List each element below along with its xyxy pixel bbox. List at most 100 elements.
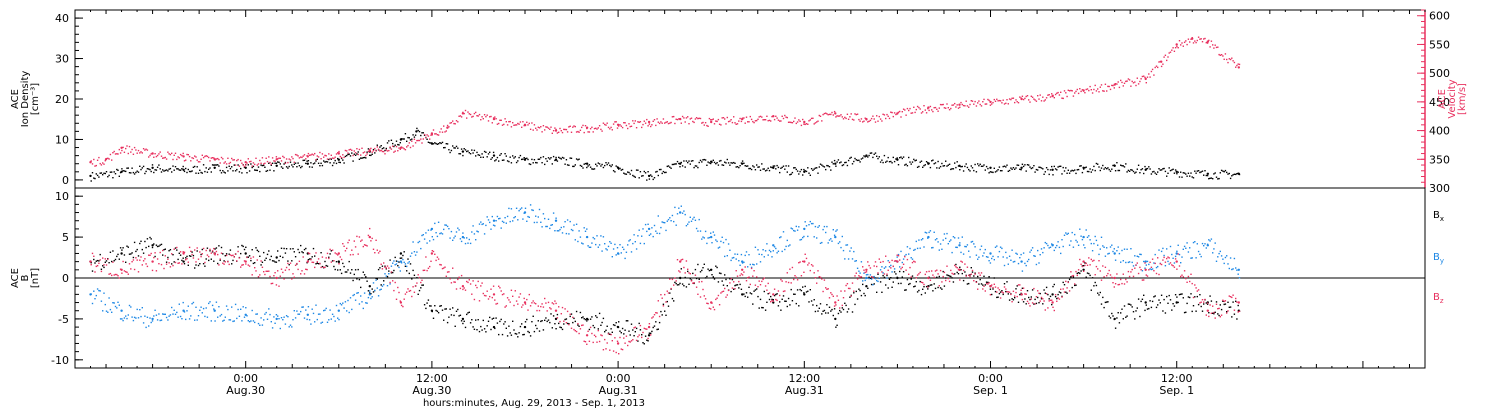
velocity-series-point — [461, 112, 465, 115]
density-series-point — [523, 158, 527, 161]
bx-series-point — [803, 293, 806, 296]
by-series-point — [368, 293, 371, 296]
by-series-point — [679, 211, 682, 214]
bx-series-point — [492, 325, 496, 329]
b-axis-tick-label: 10 — [55, 190, 69, 203]
bx-series-point — [120, 252, 123, 255]
velocity-series-point — [430, 132, 434, 135]
velocity-axis-tick-label: 300 — [1429, 182, 1450, 195]
bx-series — [89, 236, 1241, 345]
velocity-series-point — [89, 161, 92, 164]
bz-series-point — [741, 268, 744, 271]
by-series-point — [430, 227, 434, 231]
bz-series-point — [306, 260, 309, 263]
bz-series-point — [399, 301, 403, 304]
velocity-series-point — [1144, 77, 1147, 81]
density-series-point — [182, 168, 185, 171]
x-tick-date: Aug.30 — [412, 384, 451, 397]
density-axis-label-line: ACE — [10, 89, 21, 109]
bz-series-point — [1206, 309, 1210, 312]
x-tick-time: 0:00 — [978, 372, 1003, 385]
bz-series-point — [213, 252, 216, 255]
bz-series-point — [896, 260, 899, 263]
bz-series-point — [927, 276, 930, 280]
density-series-point — [834, 162, 837, 165]
velocity-series-point — [275, 158, 278, 161]
velocity-axis-tick-label: 550 — [1429, 38, 1450, 51]
by-series-point — [1206, 244, 1210, 247]
x-tick-date: Aug.31 — [599, 384, 638, 397]
bz-series-point — [1144, 268, 1147, 271]
by-series-point — [1082, 235, 1085, 239]
legend-bx: Bx — [1433, 210, 1444, 223]
bx-series-point — [1051, 293, 1054, 296]
bz-series-point — [803, 260, 806, 263]
density-series-point — [616, 166, 620, 169]
density-series-point — [989, 166, 992, 169]
velocity-series-point — [834, 112, 837, 115]
b-axis-label-line: ACE — [10, 268, 21, 288]
velocity-series-point — [647, 120, 651, 124]
bz-series-point — [710, 301, 713, 304]
by-series-point — [989, 252, 992, 255]
velocity-series-point — [1191, 37, 1194, 40]
velocity-series-point — [104, 158, 108, 161]
density-series-point — [1051, 168, 1054, 171]
by-series-point — [1051, 244, 1054, 247]
density-series-point — [151, 166, 154, 169]
density-series-point — [710, 160, 713, 163]
by-series-point — [399, 260, 403, 263]
bx-series-point — [244, 252, 247, 255]
density-axis-tick-label: 40 — [55, 12, 69, 25]
density-series-point — [1144, 168, 1147, 171]
by-series-point — [1020, 260, 1023, 263]
by-series-point — [337, 309, 340, 312]
bx-series-point — [1082, 268, 1085, 271]
x-tick-time: 0:00 — [233, 372, 258, 385]
bx-series-point — [182, 260, 185, 263]
velocity-axis-tick-label: 450 — [1429, 96, 1450, 109]
by-series-point — [244, 313, 247, 316]
velocity-series-point — [399, 146, 403, 149]
bz-series-point — [492, 293, 496, 296]
density-series-point — [865, 154, 868, 157]
bx-series-point — [741, 293, 744, 296]
bx-series-point — [865, 285, 868, 288]
bx-series-point — [1113, 317, 1116, 321]
bx-series-point — [647, 334, 651, 337]
bz-series-point — [865, 268, 868, 271]
bx-series-point — [585, 317, 589, 321]
density-series-point — [896, 158, 899, 161]
bx-series-point — [834, 317, 837, 321]
bz-series-point — [151, 260, 154, 263]
bz-series-point — [958, 268, 961, 271]
bx-series-point — [337, 260, 340, 263]
by-series-point — [275, 317, 278, 321]
x-axis: 0:00Aug.3012:00Aug.300:00Aug.3112:00Aug.… — [74, 10, 1426, 409]
bz-series-point — [368, 235, 371, 239]
velocity-series-point — [151, 152, 154, 155]
bx-series-point — [896, 276, 899, 280]
bz-series-point — [554, 309, 558, 312]
bx-series-point — [710, 268, 713, 271]
bz-series-point — [585, 334, 589, 337]
density-series-point — [647, 174, 651, 178]
legend-subscript: x — [1440, 215, 1444, 223]
bz-series-point — [834, 301, 837, 304]
density-series-point — [213, 166, 216, 169]
b-axis-tick-label: -5 — [58, 313, 69, 326]
velocity-series-point — [1206, 40, 1210, 43]
by-series-point — [616, 252, 620, 255]
x-tick-date: Aug.31 — [785, 384, 824, 397]
bz-series-point — [244, 260, 247, 263]
velocity-series-point — [989, 100, 992, 104]
x-tick-date: Sep. 1 — [973, 384, 1008, 397]
x-tick-time: 12:00 — [788, 372, 820, 385]
by-series-point — [927, 235, 930, 239]
density-series-point — [1175, 170, 1178, 173]
bx-series-point — [1175, 301, 1178, 304]
velocity-series-point — [741, 117, 744, 121]
bz-series-point — [1051, 301, 1054, 304]
